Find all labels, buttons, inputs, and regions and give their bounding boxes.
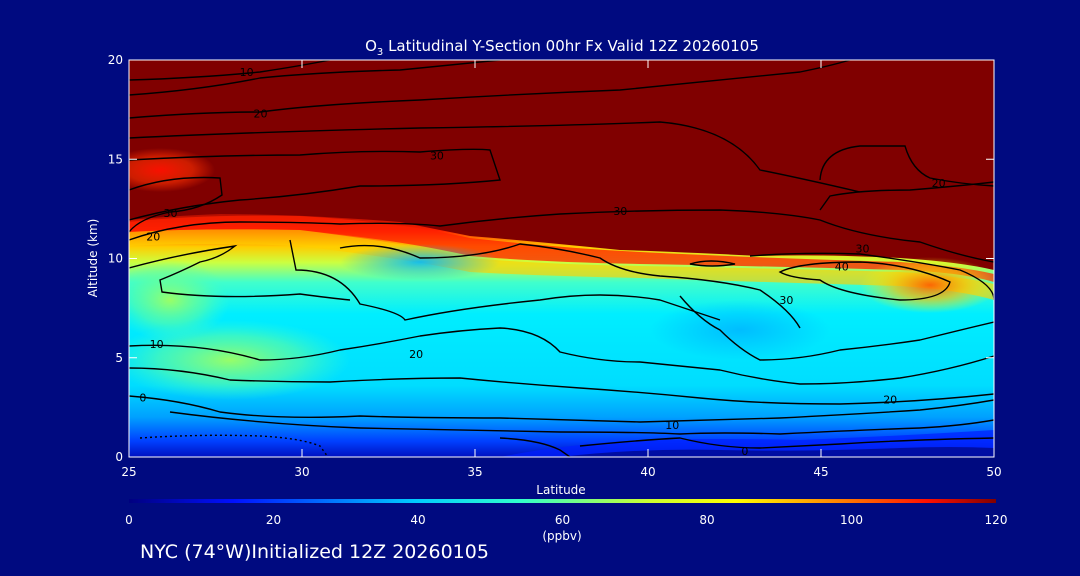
colorbar-tick-label: 80 <box>699 513 714 527</box>
contour-label: 20 <box>146 231 160 244</box>
colorbar-tick-label: 20 <box>266 513 281 527</box>
x-tick-label: 30 <box>294 465 309 479</box>
x-tick-label: 45 <box>813 465 828 479</box>
x-tick-label: 35 <box>467 465 482 479</box>
contour-label: 40 <box>835 260 849 273</box>
contour-line <box>819 145 994 187</box>
y-tick-label: 0 <box>115 450 123 464</box>
blue-blob <box>650 300 830 360</box>
title-main: O <box>365 37 377 55</box>
contour-line <box>579 437 994 449</box>
contour-label: 30 <box>779 294 793 307</box>
title-sub: 3 <box>377 47 383 58</box>
contour-line <box>169 411 994 435</box>
y-tick-label: 20 <box>108 53 123 67</box>
green-blob-2 <box>129 260 230 340</box>
contour-line <box>499 437 571 457</box>
colorbar-unit: (ppbv) <box>542 529 581 543</box>
contour-line <box>129 60 851 119</box>
contour-label: 30 <box>430 149 444 162</box>
x-tick-label: 40 <box>640 465 655 479</box>
contour-line <box>749 252 994 301</box>
plot-area: 10 20 30 30 20 30 20 30 40 30 10 20 0 10 20 0 <box>129 60 994 458</box>
contour-line <box>129 395 994 423</box>
x-axis-label: Latitude <box>536 483 585 497</box>
contour-line <box>129 148 501 221</box>
y-axis: 0 5 10 15 20 <box>108 53 994 464</box>
colorbar-tick-label: 120 <box>985 513 1008 527</box>
contour-label: 30 <box>856 243 870 256</box>
colorbar-tick-label: 100 <box>840 513 863 527</box>
contour-label: 20 <box>883 393 897 406</box>
contour-label: 10 <box>240 66 254 79</box>
contour-line <box>679 295 994 361</box>
contour-label: 10 <box>665 419 679 432</box>
contour-line <box>129 176 223 233</box>
contour-line <box>129 244 351 301</box>
x-tick-label: 50 <box>986 465 1001 479</box>
contour-label: 0 <box>741 445 748 458</box>
colorbar-ticks: 0 20 40 60 80 100 120 <box>125 513 1007 527</box>
contour-line <box>129 121 861 193</box>
green-blob <box>129 320 350 400</box>
contour-line <box>289 239 721 321</box>
contour-line <box>129 209 994 263</box>
colorbar-tick-label: 60 <box>555 513 570 527</box>
contour-line <box>129 60 501 96</box>
contour-line <box>129 367 994 405</box>
transition-band <box>129 215 994 282</box>
contour-label: 20 <box>409 348 423 361</box>
y-axis-label: Altitude (km) <box>86 219 100 298</box>
colorbar <box>129 499 996 503</box>
chart-title: O3 Latitudinal Y-Section 00hr Fx Valid 1… <box>365 37 759 58</box>
footer-info: NYC (74°W)Initialized 12Z 20260105 <box>140 541 489 563</box>
title-rest: Latitudinal Y-Section 00hr Fx Valid 12Z … <box>383 37 759 55</box>
contour-label: 0 <box>139 391 146 404</box>
orange-blob <box>860 257 994 313</box>
contour-label: 30 <box>164 207 178 220</box>
y-tick-label: 10 <box>108 252 123 266</box>
x-tick-label: 25 <box>121 465 136 479</box>
colorbar-tick-label: 0 <box>125 513 133 527</box>
contour-labels: 10 20 30 30 20 30 20 30 40 30 10 20 0 10 20 0 <box>139 66 946 458</box>
colorbar-tick-label: 40 <box>410 513 425 527</box>
y-tick-label: 5 <box>115 351 123 365</box>
surface-layer-dark <box>560 447 994 457</box>
contour-line <box>689 260 736 267</box>
stratosphere-fill <box>129 60 994 270</box>
blue-blob-2 <box>340 244 500 280</box>
contour-label: 30 <box>613 205 627 218</box>
contour-line <box>778 261 951 301</box>
contour-label: 10 <box>150 338 164 351</box>
contour-line <box>129 60 331 81</box>
contour-label: 20 <box>932 177 946 190</box>
contour-line <box>129 327 994 385</box>
contour-lines <box>129 60 994 457</box>
x-axis: 25 30 35 40 45 50 <box>121 60 1002 479</box>
contour-line <box>339 243 801 329</box>
y-tick-label: 15 <box>108 152 123 166</box>
contour-label: 20 <box>253 108 267 121</box>
